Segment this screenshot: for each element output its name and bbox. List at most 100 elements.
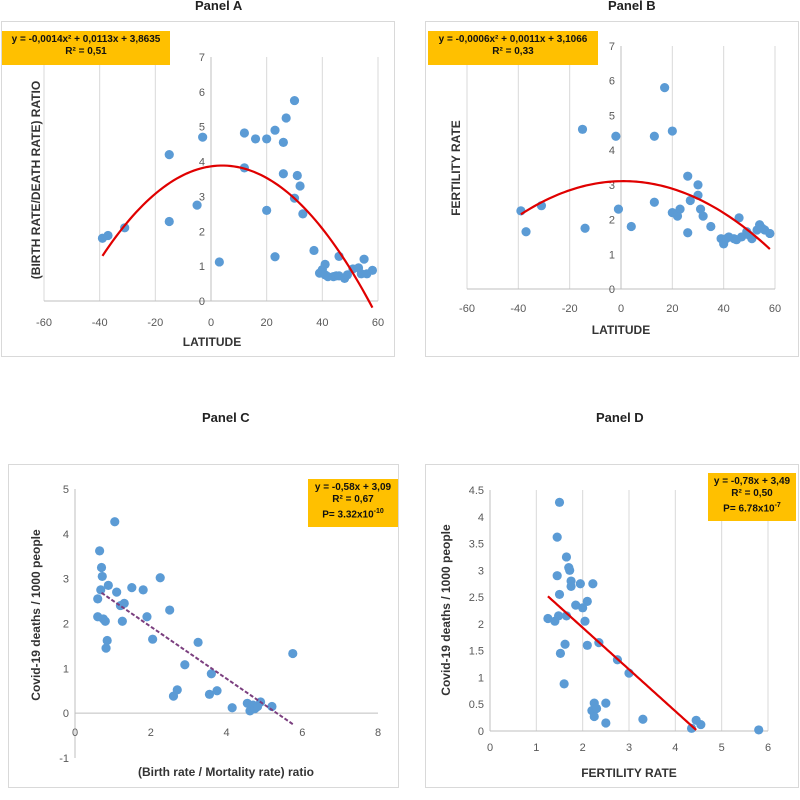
panel-b-equation: y = -0,0006x² + 0,0011x + 3,1066	[438, 34, 588, 45]
panel-b-y-tick-label: 3	[609, 180, 615, 192]
panel-b-x-tick-label: -20	[562, 303, 578, 315]
panel-a-data-point	[359, 254, 369, 264]
panel-d-data-point	[591, 703, 602, 714]
panel-d-x-tick-label: 3	[626, 742, 632, 754]
panel-d-r2: R² = 0,50	[731, 488, 773, 499]
panel-b-data-point	[695, 204, 706, 214]
panel-d-x-tick-label: 0	[487, 742, 493, 754]
panel-d-x-tick-label: 2	[580, 742, 586, 754]
panel-b-x-tick-label: 20	[666, 303, 678, 315]
panel-b-data-point	[611, 131, 621, 141]
panel-d-data-point	[582, 596, 592, 606]
panel-a-data-point	[342, 270, 352, 280]
panel-b-data-point	[675, 204, 685, 214]
panel-c-x-tick-label: 4	[223, 727, 229, 739]
panel-c-data-point	[96, 585, 106, 595]
panel-c-data-point	[101, 643, 111, 653]
panel-c-data-point	[212, 686, 222, 696]
panel-c-y-tick-label: 2	[63, 619, 69, 631]
panel-a-data-point	[239, 128, 249, 138]
panel-b-data-point	[613, 204, 624, 214]
panel-a-data-point	[270, 252, 280, 262]
panel-c-data-point	[165, 605, 175, 615]
panel-c-data-point	[288, 648, 298, 659]
panel-b-x-tick-label: -40	[510, 303, 526, 315]
panel-b-x-tick-label: 40	[718, 303, 730, 315]
panel-b-y-tick-label: 0	[609, 284, 615, 296]
panel-c-data-point	[117, 616, 127, 626]
panel-d-y-tick-label: 2.5	[469, 592, 484, 604]
panel-a-x-tick-label: 40	[316, 317, 328, 329]
panel-c-x-axis-label: (Birth rate / Mortality rate) ratio	[138, 765, 314, 779]
panel-b-data-point	[649, 197, 659, 207]
panel-b-data-point	[683, 171, 693, 181]
panel-b-data-point	[649, 131, 659, 141]
panel-a-y-tick-label: 2	[199, 226, 205, 238]
panel-a-data-point	[281, 113, 291, 123]
panel-a-data-point	[164, 216, 174, 227]
panel-a-data-point	[292, 170, 302, 181]
panel-a-data-point	[250, 134, 261, 144]
panel-b-y-tick-label: 4	[609, 145, 615, 157]
panel-b-data-point	[577, 124, 588, 134]
panel-a-x-tick-label: 20	[261, 317, 273, 329]
panel-a-data-point	[309, 245, 319, 256]
panel-b-data-point	[521, 227, 531, 237]
panel-d-data-point	[566, 576, 576, 586]
panel-a-y-tick-label: 6	[199, 87, 205, 99]
panel-a-data-point	[214, 257, 224, 267]
panel-d-x-axis-label: FERTILITY RATE	[581, 766, 677, 780]
panel-b-data-point	[693, 180, 703, 190]
panel-d-data-point	[601, 698, 611, 708]
panel-c-data-point	[193, 637, 203, 647]
panel-c-r2: R² = 0,67	[332, 494, 374, 505]
panel-c-equation: y = -0,58x + 3,09	[314, 482, 392, 493]
panel-a-y-tick-label: 4	[199, 157, 205, 169]
panel-b-title: Panel B	[608, 0, 656, 13]
panel-c-y-axis-label: Covid-19 deaths / 1000 people	[29, 529, 43, 701]
panel-c-title: Panel C	[202, 410, 250, 425]
panel-d-y-tick-label: 0.5	[469, 699, 484, 711]
panel-d-data-point	[560, 639, 570, 649]
panel-b-x-tick-label: 0	[618, 303, 624, 315]
panel-d-p-value: P= 6.78x10-7	[723, 502, 781, 515]
panel-d-x-tick-label: 1	[533, 742, 539, 754]
panel-b-x-tick-label: 60	[769, 303, 781, 315]
panel-b-r2: R² = 0,33	[492, 46, 534, 57]
panel-a-chart: -60 -40 -20 0 20 40 60 0 1 2 3 4 5 6 7 LATITUDE (BIRTH R…	[29, 52, 384, 349]
panel-b-y-tick-label: 6	[609, 76, 615, 88]
panel-d-data-point	[578, 603, 588, 613]
panel-a-data-point	[320, 259, 330, 269]
panel-b-data-point	[683, 228, 693, 238]
panel-c-data-point	[204, 689, 215, 699]
panel-d-data-point	[555, 648, 566, 658]
panel-b-chart: -60 -40 -20 0 20 40 60 0 1 2 3 4 5 6 7 LATITUDE FERTILIT…	[449, 41, 781, 337]
panel-c-y-tick-label: -1	[59, 753, 69, 765]
panel-c-data-point	[142, 612, 152, 622]
panel-a-x-tick-label: -60	[36, 317, 52, 329]
panel-c-data-point	[180, 660, 190, 670]
panel-b-data-point	[734, 213, 744, 223]
panel-a-x-tick-label: -20	[147, 317, 163, 329]
panel-a-data-point	[270, 125, 280, 135]
panel-b-data-point	[580, 223, 590, 233]
panel-c-chart: 0 2 4 6 8 -1 0 1 2 3 4 5 (Birth rate / Mortality rat…	[29, 484, 381, 779]
panel-d-data-point	[554, 589, 565, 600]
panel-c-trendline	[100, 592, 294, 725]
panel-c-data-point	[127, 583, 137, 593]
panel-d-y-tick-label: 4	[478, 512, 484, 524]
panel-a-data-point	[295, 181, 305, 191]
panel-b-data-point	[667, 126, 677, 136]
panel-a-y-tick-label: 3	[199, 191, 205, 203]
panel-a-x-tick-label: 0	[208, 317, 214, 329]
panel-a-data-point	[192, 200, 202, 210]
panel-a-x-tick-label: 60	[372, 317, 384, 329]
panel-c-data-point	[110, 517, 120, 527]
panel-c-data-point	[206, 669, 216, 679]
panel-c-data-point	[227, 703, 237, 713]
panel-c-x-tick-label: 8	[375, 727, 381, 739]
panel-b-equation-box: y = -0,0006x² + 0,0011x + 3,1066 R² = 0,…	[428, 31, 598, 65]
panel-b-y-tick-label: 2	[609, 215, 615, 227]
panel-a-title: Panel A	[195, 0, 243, 13]
